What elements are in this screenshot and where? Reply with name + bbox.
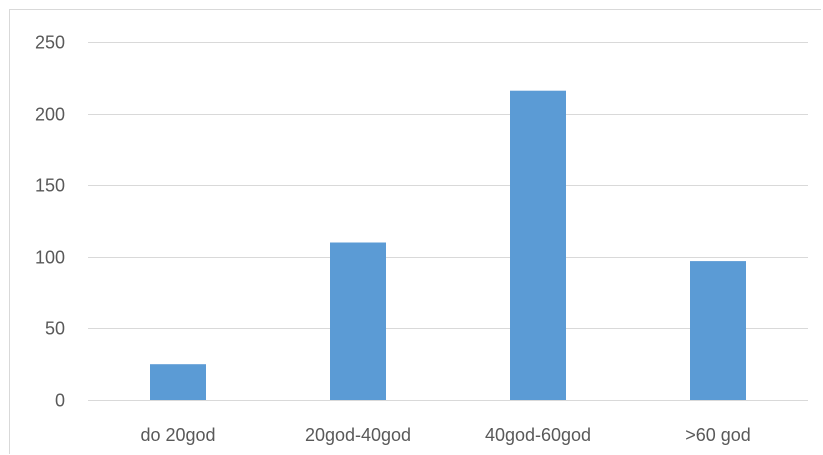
x-tick-label: 40god-60god xyxy=(485,425,591,445)
chart-frame: 0 50 100 150 200 250 do 20god 20god-40god 40god… xyxy=(9,9,821,454)
bar-1 xyxy=(330,242,386,400)
bar-3 xyxy=(690,261,746,400)
gridlines xyxy=(88,42,808,401)
bar-2 xyxy=(510,90,566,400)
y-tick-label: 50 xyxy=(45,319,65,339)
bar-0 xyxy=(150,364,206,400)
x-tick-label: >60 god xyxy=(685,425,751,445)
bars xyxy=(150,90,746,400)
y-axis-tick-labels: 0 50 100 150 200 250 xyxy=(35,33,65,411)
x-tick-label: do 20god xyxy=(140,425,215,445)
y-tick-label: 150 xyxy=(35,176,65,196)
x-tick-label: 20god-40god xyxy=(305,425,411,445)
x-axis-tick-labels: do 20god 20god-40god 40god-60god >60 god xyxy=(140,425,750,445)
y-tick-label: 200 xyxy=(35,105,65,125)
y-tick-label: 100 xyxy=(35,248,65,268)
y-tick-label: 0 xyxy=(55,391,65,411)
y-tick-label: 250 xyxy=(35,33,65,53)
